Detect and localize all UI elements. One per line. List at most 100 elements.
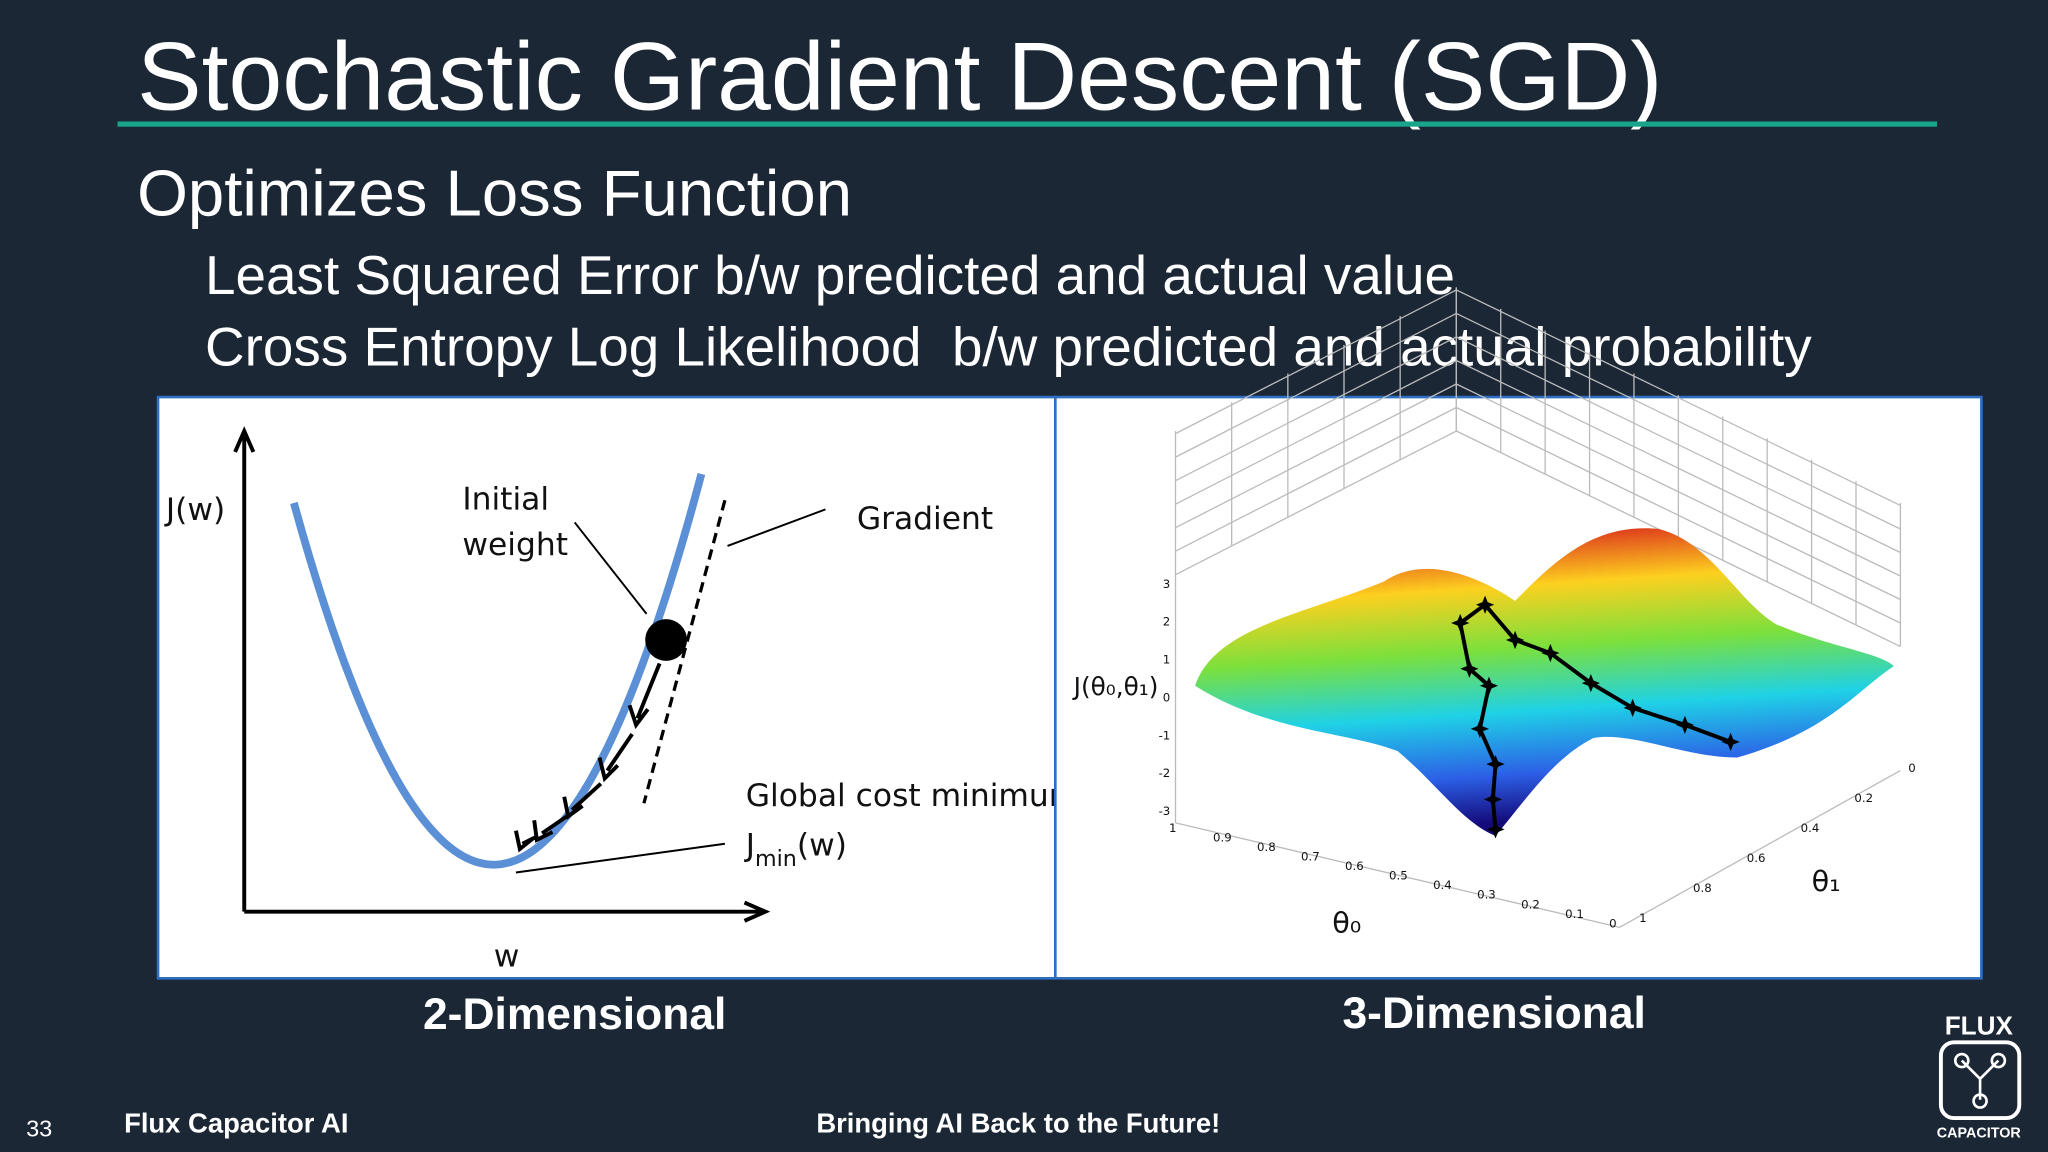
grid-line	[1456, 359, 1901, 577]
path-markers	[1451, 595, 1740, 839]
y-tick-label: 0.6	[1747, 851, 1766, 865]
x-tick-label: 0.9	[1213, 831, 1232, 845]
y-tick-label: 0	[1908, 761, 1915, 775]
logo-icon	[1960, 1059, 2000, 1100]
logo-icon	[1990, 1052, 2007, 1069]
x-tick-label: 0.8	[1257, 840, 1276, 854]
x-tick-label: 0	[1609, 916, 1616, 930]
slide-title: Stochastic Gradient Descent (SGD)	[137, 24, 1662, 131]
path-marker	[1581, 673, 1600, 693]
annotation: weight	[462, 527, 568, 563]
x-tick-label: 0.2	[1521, 897, 1540, 911]
annotation-sub: min	[755, 846, 797, 872]
grid-line	[1456, 312, 1901, 530]
grid-line	[1619, 770, 1901, 928]
axes	[233, 426, 771, 923]
y-tick-label: 0.4	[1801, 821, 1820, 835]
loss-surface	[1195, 528, 1894, 836]
y-axis-label: θ₁	[1812, 864, 1841, 898]
subtitle: Optimizes Loss Function	[137, 157, 852, 230]
tick-labels: 3 2 1 0 -1 -2 -3 1 0.9 0.8 0.7 0.6 0.5 0.4 0.3 0.2 0.1 0 1…	[1159, 577, 1916, 931]
path-marker	[1460, 659, 1479, 678]
path-marker	[1505, 630, 1525, 650]
x-axis-label: θ₀	[1332, 906, 1361, 940]
title-underline	[117, 121, 1937, 127]
figure-frame	[156, 395, 1057, 980]
figure-caption: 2-Dimensional	[423, 990, 726, 1039]
x-tick-label: 0.1	[1565, 907, 1584, 921]
gradient-tangent	[642, 499, 727, 804]
annotation: Jmin(w)	[744, 828, 847, 872]
path-marker	[1486, 820, 1505, 839]
annotation: Gradient	[857, 501, 993, 537]
y-tick-label: 0.2	[1854, 791, 1873, 805]
page-number: 33	[26, 1115, 52, 1141]
z-tick-label: 1	[1163, 653, 1170, 667]
grid-line	[1175, 406, 1457, 552]
path-marker	[1479, 676, 1499, 695]
bullet: Least Squared Error b/w predicted and ac…	[205, 244, 1455, 306]
x-tick-label: 0.7	[1301, 850, 1320, 864]
figure-caption: 3-Dimensional	[1342, 989, 1645, 1038]
path-marker	[1475, 595, 1495, 614]
annotation: Initial	[462, 481, 549, 517]
x-tick-label: 0.3	[1477, 888, 1496, 902]
bullet: Cross Entropy Log Likelihood b/w predict…	[205, 316, 1812, 378]
descent-arrows	[514, 662, 662, 853]
annotation-main: J	[744, 828, 755, 864]
logo: FLUX CAPACITOR	[1937, 1010, 2022, 1141]
z-axis-label: J(θ₀,θ₁)	[1072, 672, 1159, 701]
grid-line	[1175, 289, 1457, 435]
loss-curve	[290, 472, 706, 869]
footer-tagline: Bringing AI Back to the Future!	[816, 1107, 1220, 1138]
z-tick-label: -1	[1159, 728, 1171, 742]
grid-line	[1175, 359, 1457, 505]
path-marker	[1675, 715, 1695, 735]
path-marker	[1541, 643, 1560, 663]
grid-line	[1175, 312, 1457, 458]
y-tick-label: 1	[1639, 911, 1646, 925]
grid-line	[1175, 822, 1620, 928]
annotation-tail: (w)	[797, 828, 847, 864]
path-marker	[1451, 613, 1470, 633]
path-marker	[1483, 790, 1503, 809]
path-marker	[1486, 754, 1505, 774]
z-tick-label: -3	[1159, 804, 1171, 818]
pointer-lines	[515, 508, 826, 874]
grid-line	[1456, 406, 1901, 624]
grid-line	[1175, 336, 1457, 482]
grid-line	[1456, 289, 1901, 507]
x-tick-label: 0.6	[1345, 859, 1364, 873]
x-tick-label: 1	[1169, 821, 1176, 835]
z-tick-label: 3	[1163, 577, 1170, 591]
z-tick-label: -2	[1159, 766, 1171, 780]
figure-3d: 3 2 1 0 -1 -2 -3 1 0.9 0.8 0.7 0.6 0.5 0.4 0.3 0.2 0.1 0 1…	[1054, 287, 1983, 980]
logo-bottom: CAPACITOR	[1937, 1126, 2022, 1142]
footer-company: Flux Capacitor AI	[124, 1107, 348, 1138]
logo-icon	[1953, 1052, 1970, 1069]
x-axis-label: w	[494, 939, 520, 975]
path-marker	[1623, 698, 1642, 718]
grid-line	[1175, 430, 1457, 576]
initial-weight-point	[645, 619, 688, 661]
z-tick-label: 0	[1163, 690, 1170, 704]
grid-line	[1175, 383, 1457, 529]
logo-top: FLUX	[1945, 1010, 2014, 1040]
y-tick-label: 0.8	[1693, 881, 1712, 895]
logo-box	[1938, 1040, 2022, 1120]
figure-2d: J(w) w Initial weight Gradient Global co…	[156, 395, 1080, 980]
path-marker	[1721, 732, 1740, 752]
x-tick-label: 0.5	[1389, 869, 1408, 883]
logo-icon	[1972, 1093, 1988, 1109]
z-tick-label: 2	[1163, 615, 1170, 629]
grid-line	[1456, 336, 1901, 554]
grid-line	[1456, 383, 1901, 601]
path-marker	[1470, 719, 1489, 738]
grid	[1174, 287, 1902, 928]
annotation: Global cost minimum	[746, 778, 1080, 814]
x-tick-label: 0.4	[1433, 878, 1452, 892]
y-axis-label: J(w)	[164, 492, 225, 528]
